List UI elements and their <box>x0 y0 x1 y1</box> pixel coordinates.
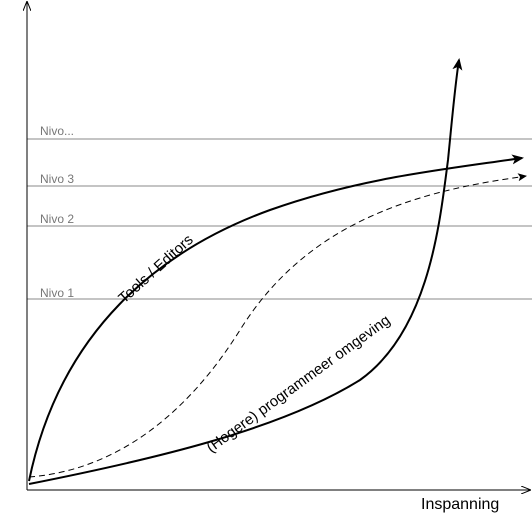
programming-environment-curve <box>28 58 463 485</box>
level-label-nivo-3: Nivo 3 <box>40 172 74 186</box>
level-label-nivo-more: Nivo... <box>40 124 74 138</box>
programming-environment-label: (Hogere) programmeer omgeving <box>203 312 393 457</box>
level-label-nivo-1: Nivo 1 <box>40 286 74 300</box>
x-axis-label: Inspanning <box>421 496 499 513</box>
dashed-curve <box>28 173 527 478</box>
tools-editors-curve <box>28 154 524 482</box>
level-label-nivo-2: Nivo 2 <box>40 212 74 226</box>
tools-editors-label: Tools / Editors <box>115 231 196 307</box>
